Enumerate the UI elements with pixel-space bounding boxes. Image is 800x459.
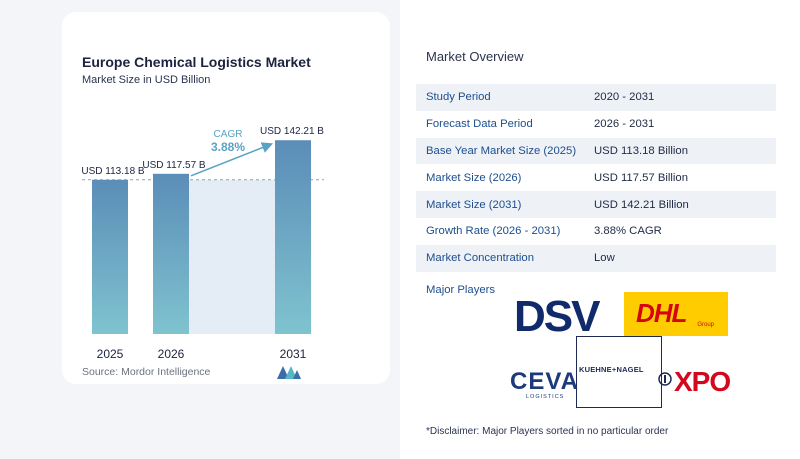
metric-label: Market Concentration bbox=[426, 252, 534, 265]
metrics-table: Study Period 2020 - 2031 Forecast Data P… bbox=[416, 84, 776, 272]
dhl-group-text: Group bbox=[697, 322, 714, 328]
bar-chart: USD 113.18 B 2025 USD 117.57 B 2026 USD 142.… bbox=[81, 126, 324, 361]
cagr-value: 3.88% bbox=[211, 140, 245, 154]
source-text: Source: Mordor Intelligence bbox=[82, 366, 211, 378]
metric-value: 2026 - 2031 bbox=[594, 118, 655, 131]
tick-label-2025: 2025 bbox=[97, 347, 124, 361]
metric-value: 2020 - 2031 bbox=[594, 91, 655, 104]
overview-title: Market Overview bbox=[426, 49, 524, 64]
metric-row-study-period: Study Period 2020 - 2031 bbox=[416, 84, 776, 111]
dhl-logo-text: DHL bbox=[636, 298, 687, 328]
data-label-2026: USD 117.57 B bbox=[142, 160, 206, 171]
bar-2031 bbox=[275, 140, 311, 334]
bar-2026 bbox=[153, 173, 189, 334]
market-overview-panel: Market Overview Study Period 2020 - 2031… bbox=[400, 0, 800, 459]
ceva-logistics-text: LOGISTICS bbox=[526, 394, 565, 400]
metric-row-base-year: Base Year Market Size (2025) USD 113.18 … bbox=[416, 137, 776, 165]
metric-label: Forecast Data Period bbox=[426, 118, 533, 131]
chart-card: USD 113.18 B 2025 USD 117.57 B 2026 USD 142.… bbox=[62, 12, 390, 384]
cagr-arrow bbox=[190, 142, 274, 177]
xpo-logo: XPO bbox=[658, 364, 732, 404]
metric-row-forecast-period: Forecast Data Period 2026 - 2031 bbox=[416, 111, 776, 138]
metric-value: Low bbox=[594, 252, 615, 265]
xpo-emblem-icon bbox=[658, 372, 672, 386]
metric-label: Market Size (2026) bbox=[426, 171, 522, 184]
metric-row-market-size-2031: Market Size (2031) USD 142.21 Billion bbox=[416, 191, 776, 218]
cagr-label: CAGR bbox=[214, 129, 243, 140]
bar-2025 bbox=[92, 179, 128, 334]
metric-value: USD 142.21 Billion bbox=[594, 198, 689, 211]
metric-row-market-size-2026: Market Size (2026) USD 117.57 Billion bbox=[416, 164, 776, 191]
metric-label: Growth Rate (2026 - 2031) bbox=[426, 225, 561, 238]
data-label-2031: USD 142.21 B bbox=[260, 126, 324, 137]
chart-subtitle: Market Size in USD Billion bbox=[82, 74, 211, 86]
metric-row-concentration: Market Concentration Low bbox=[416, 244, 776, 272]
player-logos: DSV DHL Group KUEHNE+NAGEL CEVA LOGISTIC… bbox=[510, 292, 740, 410]
data-label-2025: USD 113.18 B bbox=[81, 166, 145, 177]
metric-value: 3.88% CAGR bbox=[594, 225, 662, 238]
growth-band bbox=[189, 179, 275, 334]
kuehne-nagel-logo: KUEHNE+NAGEL bbox=[576, 336, 662, 408]
dsv-logo-text: DSV bbox=[514, 292, 600, 341]
major-players-label: Major Players bbox=[426, 284, 496, 296]
tick-label-2026: 2026 bbox=[158, 347, 185, 361]
kuehne-nagel-logo-text: KUEHNE+NAGEL bbox=[579, 365, 644, 374]
metric-value: USD 113.18 Billion bbox=[594, 144, 688, 157]
metric-label: Market Size (2031) bbox=[426, 198, 522, 211]
chart-title: Europe Chemical Logistics Market bbox=[82, 54, 311, 70]
xpo-logo-text: XPO bbox=[674, 366, 731, 397]
mordor-logo-icon bbox=[277, 366, 301, 379]
metric-value: USD 117.57 Billion bbox=[594, 171, 688, 184]
dhl-logo: DHL Group bbox=[624, 292, 728, 336]
metric-row-growth-rate: Growth Rate (2026 - 2031) 3.88% CAGR bbox=[416, 218, 776, 245]
tick-label-2031: 2031 bbox=[280, 347, 307, 361]
ceva-logo-text: CEVA bbox=[510, 368, 579, 395]
ceva-logo: CEVA LOGISTICS bbox=[510, 364, 579, 404]
metric-label: Study Period bbox=[426, 91, 491, 104]
disclaimer-text: *Disclaimer: Major Players sorted in no … bbox=[426, 426, 669, 437]
metric-label: Base Year Market Size (2025) bbox=[426, 144, 577, 157]
dsv-logo: DSV bbox=[510, 292, 622, 341]
